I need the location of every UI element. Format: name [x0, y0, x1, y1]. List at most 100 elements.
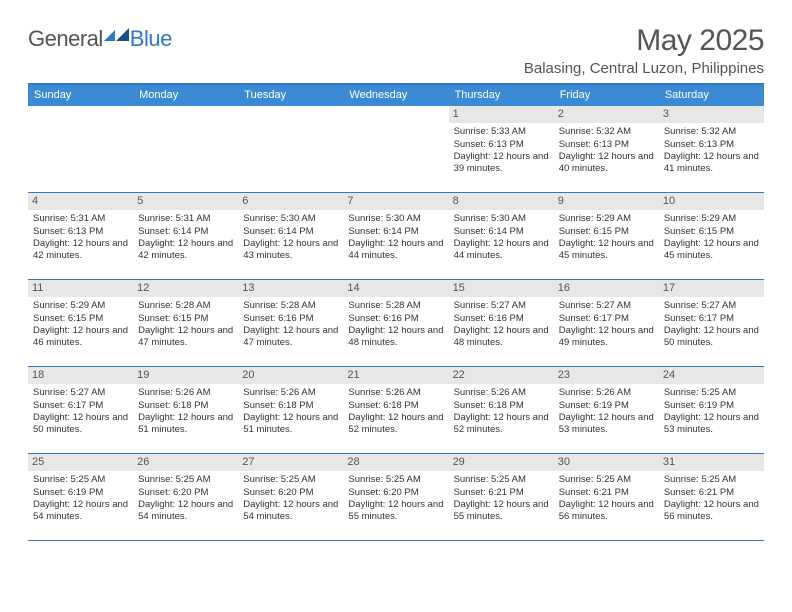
sunset-line: Sunset: 6:20 PM: [138, 487, 234, 499]
daylight-line: Daylight: 12 hours and 50 minutes.: [664, 325, 760, 350]
day-number: 21: [343, 367, 448, 384]
day-number: 30: [554, 454, 659, 471]
daylight-line: Daylight: 12 hours and 54 minutes.: [33, 499, 129, 524]
sunrise-line: Sunrise: 5:30 AM: [243, 213, 339, 225]
day-cell: 7Sunrise: 5:30 AMSunset: 6:14 PMDaylight…: [343, 193, 448, 279]
sunset-line: Sunset: 6:14 PM: [243, 226, 339, 238]
calendar: SundayMondayTuesdayWednesdayThursdayFrid…: [28, 83, 764, 541]
daylight-line: Daylight: 12 hours and 54 minutes.: [243, 499, 339, 524]
daylight-line: Daylight: 12 hours and 45 minutes.: [664, 238, 760, 263]
day-number: 18: [28, 367, 133, 384]
week-row: 18 Sunrise: 5:27 AMSunset: 6:17 PM Dayligh…: [28, 367, 764, 454]
daylight-line: Daylight: 12 hours and 45 minutes.: [559, 238, 655, 263]
day-number: 14: [343, 280, 448, 297]
day-number: 3: [659, 106, 764, 123]
sunset-line: Sunset: 6:16 PM: [348, 313, 444, 325]
day-number: 31: [659, 454, 764, 471]
weekday-label: Friday: [554, 85, 659, 106]
daylight-line: Daylight: 12 hours and 53 minutes.: [664, 412, 760, 437]
sunset-line: Sunset: 6:17 PM: [664, 313, 760, 325]
day-cell: 28Sunrise: 5:25 AMSunset: 6:20 PMDayligh…: [343, 454, 448, 540]
day-number: 19: [133, 367, 238, 384]
day-number: 11: [28, 280, 133, 297]
weekday-header-row: SundayMondayTuesdayWednesdayThursdayFrid…: [28, 85, 764, 106]
brand-mark-icon: [104, 26, 130, 44]
day-number: 10: [659, 193, 764, 210]
sunset-line: Sunset: 6:13 PM: [559, 139, 655, 151]
day-cell: 12Sunrise: 5:28 AMSunset: 6:15 PMDayligh…: [133, 280, 238, 366]
sunrise-line: Sunrise: 5:26 AM: [243, 387, 339, 399]
sunset-line: Sunset: 6:14 PM: [138, 226, 234, 238]
sunrise-line: Sunrise: 5:26 AM: [559, 387, 655, 399]
sunrise-line: Sunrise: 5:25 AM: [664, 387, 760, 399]
sunset-line: Sunset: 6:17 PM: [33, 400, 129, 412]
brand-part2: Blue: [130, 26, 172, 52]
daylight-line: Daylight: 12 hours and 44 minutes.: [454, 238, 550, 263]
day-cell: [133, 106, 238, 192]
day-cell: 6Sunrise: 5:30 AMSunset: 6:14 PMDaylight…: [238, 193, 343, 279]
day-cell: 31Sunrise: 5:25 AMSunset: 6:21 PMDayligh…: [659, 454, 764, 540]
week-row: 11Sunrise: 5:29 AMSunset: 6:15 PMDayligh…: [28, 280, 764, 367]
sunrise-line: Sunrise: 5:28 AM: [348, 300, 444, 312]
sunrise-line: Sunrise: 5:26 AM: [138, 387, 234, 399]
sunrise-line: Sunrise: 5:27 AM: [454, 300, 550, 312]
title-block: May 2025 Balasing, Central Luzon, Philip…: [524, 24, 764, 77]
sunset-line: Sunset: 6:18 PM: [243, 400, 339, 412]
day-cell: 20Sunrise: 5:26 AMSunset: 6:18 PMDayligh…: [238, 367, 343, 453]
day-cell: 15Sunrise: 5:27 AMSunset: 6:16 PMDayligh…: [449, 280, 554, 366]
day-number: 1: [449, 106, 554, 123]
day-cell: 11Sunrise: 5:29 AMSunset: 6:15 PMDayligh…: [28, 280, 133, 366]
week-row: 25Sunrise: 5:25 AMSunset: 6:19 PMDayligh…: [28, 454, 764, 541]
daylight-line: Daylight: 12 hours and 42 minutes.: [138, 238, 234, 263]
sunrise-line: Sunrise: 5:25 AM: [348, 474, 444, 486]
weekday-label: Wednesday: [343, 85, 448, 106]
sunset-line: Sunset: 6:15 PM: [559, 226, 655, 238]
header: General Blue May 2025 Balasing, Central …: [28, 24, 764, 77]
day-number: 4: [28, 193, 133, 210]
daylight-line: Daylight: 12 hours and 41 minutes.: [664, 151, 760, 176]
sunset-line: Sunset: 6:18 PM: [138, 400, 234, 412]
sunset-line: Sunset: 6:15 PM: [33, 313, 129, 325]
day-number: 27: [238, 454, 343, 471]
sunrise-line: Sunrise: 5:27 AM: [33, 387, 129, 399]
day-cell: 1Sunrise: 5:33 AMSunset: 6:13 PMDaylight…: [449, 106, 554, 192]
sunrise-line: Sunrise: 5:25 AM: [559, 474, 655, 486]
daylight-line: Daylight: 12 hours and 51 minutes.: [138, 412, 234, 437]
weekday-label: Saturday: [659, 85, 764, 106]
daylight-line: Daylight: 12 hours and 47 minutes.: [138, 325, 234, 350]
sunrise-line: Sunrise: 5:31 AM: [33, 213, 129, 225]
daylight-line: Daylight: 12 hours and 44 minutes.: [348, 238, 444, 263]
weekday-label: Monday: [133, 85, 238, 106]
day-cell: 29Sunrise: 5:25 AMSunset: 6:21 PMDayligh…: [449, 454, 554, 540]
day-cell: 13Sunrise: 5:28 AMSunset: 6:16 PMDayligh…: [238, 280, 343, 366]
daylight-line: Daylight: 12 hours and 55 minutes.: [454, 499, 550, 524]
sunset-line: Sunset: 6:21 PM: [664, 487, 760, 499]
title-month: May 2025: [524, 24, 764, 58]
sunset-line: Sunset: 6:13 PM: [664, 139, 760, 151]
day-cell: 4Sunrise: 5:31 AMSunset: 6:13 PMDaylight…: [28, 193, 133, 279]
daylight-line: Daylight: 12 hours and 47 minutes.: [243, 325, 339, 350]
sunset-line: Sunset: 6:18 PM: [454, 400, 550, 412]
day-cell: 3Sunrise: 5:32 AMSunset: 6:13 PMDaylight…: [659, 106, 764, 192]
sunrise-line: Sunrise: 5:31 AM: [138, 213, 234, 225]
sunrise-line: Sunrise: 5:25 AM: [454, 474, 550, 486]
day-cell: 5 Sunrise: 5:31 AMSunset: 6:14 PMDaylight…: [133, 193, 238, 279]
sunset-line: Sunset: 6:20 PM: [243, 487, 339, 499]
daylight-line: Daylight: 12 hours and 55 minutes.: [348, 499, 444, 524]
sunset-line: Sunset: 6:13 PM: [454, 139, 550, 151]
daylight-line: Daylight: 12 hours and 49 minutes.: [559, 325, 655, 350]
sunset-line: Sunset: 6:21 PM: [559, 487, 655, 499]
day-cell: 22Sunrise: 5:26 AMSunset: 6:18 PMDayligh…: [449, 367, 554, 453]
sunset-line: Sunset: 6:20 PM: [348, 487, 444, 499]
day-cell: 14Sunrise: 5:28 AMSunset: 6:16 PMDayligh…: [343, 280, 448, 366]
day-number: 24: [659, 367, 764, 384]
day-cell: [238, 106, 343, 192]
day-number: 29: [449, 454, 554, 471]
day-number: 5: [133, 193, 238, 210]
sunrise-line: Sunrise: 5:26 AM: [348, 387, 444, 399]
sunrise-line: Sunrise: 5:25 AM: [33, 474, 129, 486]
sunset-line: Sunset: 6:14 PM: [348, 226, 444, 238]
day-cell: 2Sunrise: 5:32 AMSunset: 6:13 PMDaylight…: [554, 106, 659, 192]
day-cell: 23Sunrise: 5:26 AMSunset: 6:19 PMDayligh…: [554, 367, 659, 453]
day-cell: 25Sunrise: 5:25 AMSunset: 6:19 PMDayligh…: [28, 454, 133, 540]
